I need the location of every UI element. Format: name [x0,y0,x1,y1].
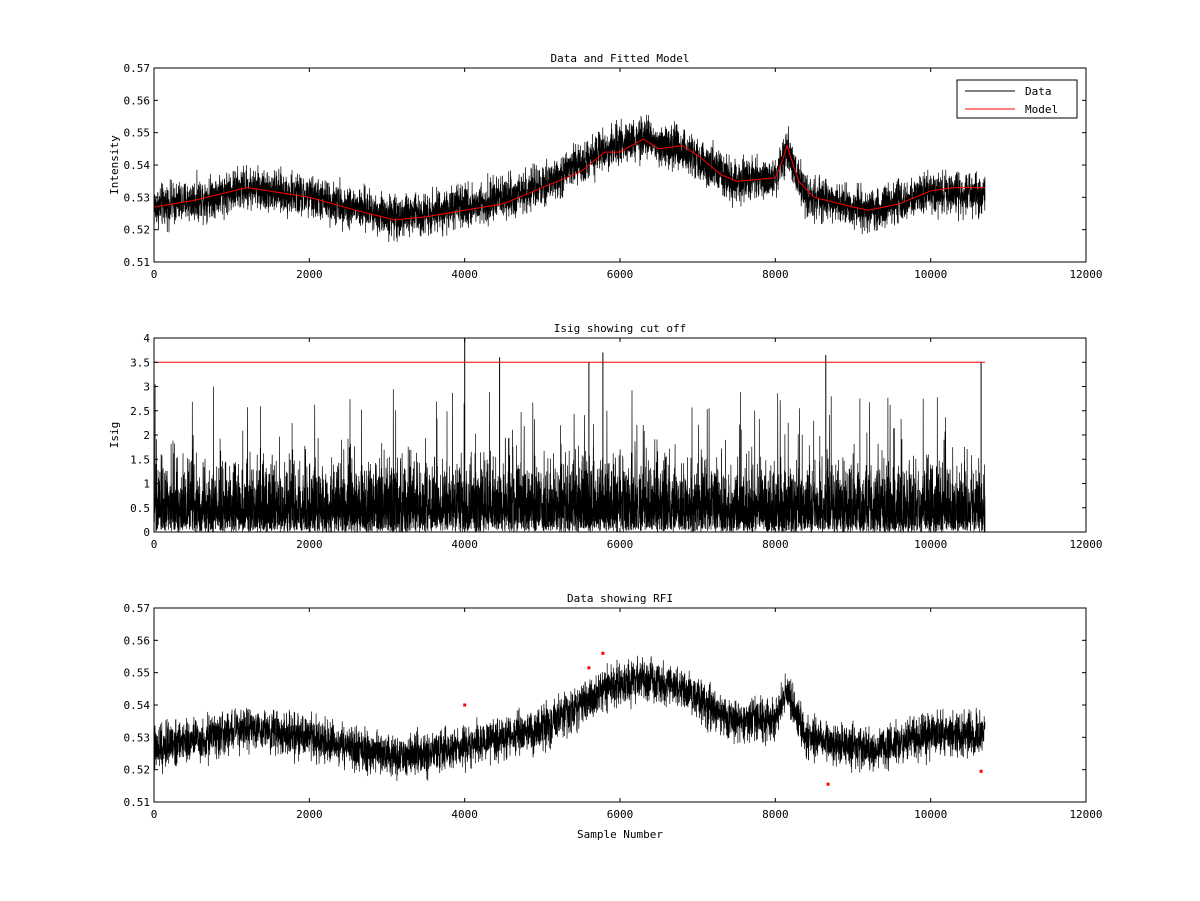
chart-title: Isig showing cut off [554,322,686,335]
x-tick-label: 2000 [296,538,323,551]
y-tick-label: 0.52 [124,224,151,237]
series-abs-noise-0 [154,384,986,532]
legend-label-data: Data [1025,85,1052,98]
x-tick-label: 6000 [607,268,634,281]
rfi-marker-0 [463,703,467,707]
x-axis-label: Sample Number [577,828,663,841]
x-tick-label: 8000 [762,808,789,821]
rfi-marker-2 [601,651,605,655]
axes-data-showing-rfi: 0 2000 4000 6000 8000 10000 12000 0.51 0.52 0.53 0… [124,592,1103,841]
y-tick-label: 0.5 [130,502,150,515]
x-tick-label: 0 [151,268,158,281]
axes-isig-showing-cut-off: 0 2000 4000 6000 8000 10000 12000 0 0.5 1 1.5 2 2.5 3… [108,322,1103,551]
x-tick-label: 6000 [607,538,634,551]
y-tick-label: 1.5 [130,453,150,466]
plot-area [154,608,1086,802]
y-tick-label: 2.5 [130,405,150,418]
x-tick-label: 6000 [607,808,634,821]
series-noisy-0 [154,655,986,782]
y-tick-label: 3.5 [130,356,150,369]
rfi-marker-3 [826,782,830,786]
plot-series [154,114,986,243]
y-tick-label: 0 [143,526,150,539]
y-tick-label: 0.51 [124,256,151,269]
x-tick-label: 2000 [296,268,323,281]
x-tick-label: 4000 [451,268,478,281]
y-tick-label: 0.56 [124,634,151,647]
y-tick-label: 3 [143,381,150,394]
y-tick-label: 1 [143,478,150,491]
series-data [154,114,986,243]
y-tick-label: 0.55 [124,667,151,680]
x-tick-label: 2000 [296,808,323,821]
chart-title: Data and Fitted Model [550,52,689,65]
legend-box [956,79,1078,119]
y-tick-label: 0.57 [124,602,151,615]
x-tick-label: 0 [151,538,158,551]
legend-label-model: Model [1025,103,1058,116]
y-tick-label: 0.53 [124,731,151,744]
plot-series [154,655,986,782]
x-tick-label: 4000 [451,808,478,821]
x-tick-label: 8000 [762,538,789,551]
plot-series [154,338,986,532]
rfi-marker-4 [979,769,983,773]
y-tick-label: 0.56 [124,94,151,107]
x-tick-label: 10000 [914,808,947,821]
plot-area [154,68,1086,262]
y-tick-label: 0.52 [124,764,151,777]
y-tick-label: 0.53 [124,191,151,204]
x-tick-label: 12000 [1069,268,1102,281]
y-axis-label: Isig [108,422,121,449]
x-tick-label: 8000 [762,268,789,281]
x-tick-label: 10000 [914,268,947,281]
y-tick-label: 0.54 [124,699,151,712]
x-tick-label: 12000 [1069,538,1102,551]
axes-data-and-fitted-model: 0 2000 4000 6000 8000 10000 12000 0.51 0.52 0.53 0… [108,52,1103,281]
y-tick-label: 4 [143,332,150,345]
y-tick-label: 0.55 [124,127,151,140]
x-tick-label: 10000 [914,538,947,551]
y-tick-label: 0.57 [124,62,151,75]
y-tick-label: 0.54 [124,159,151,172]
x-tick-label: 12000 [1069,808,1102,821]
chart-title: Data showing RFI [567,592,673,605]
y-axis-label: Intensity [108,135,121,195]
x-tick-label: 4000 [451,538,478,551]
y-tick-label: 2 [143,429,150,442]
y-tick-label: 0.51 [124,796,151,809]
x-tick-label: 0 [151,808,158,821]
series-model [154,138,985,221]
rfi-marker-1 [587,666,591,670]
